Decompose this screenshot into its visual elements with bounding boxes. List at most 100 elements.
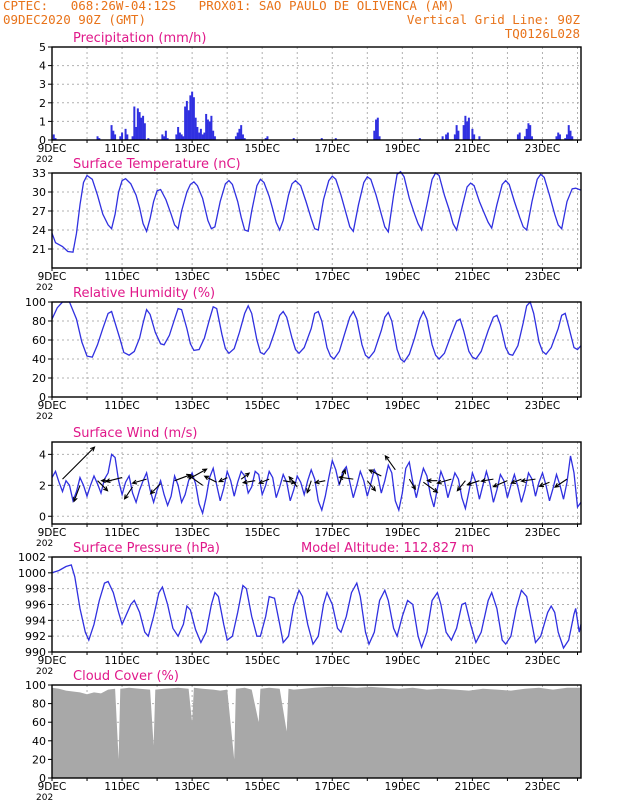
precip-bar	[445, 134, 448, 140]
x-year-label: 202	[36, 667, 53, 677]
precip-bar	[136, 108, 139, 140]
precip-bar	[471, 128, 474, 140]
precip-bar	[135, 126, 138, 140]
x-tick-label: 11DEC	[104, 143, 139, 155]
precip-bar	[571, 136, 574, 140]
precip-bar	[192, 97, 195, 140]
wind-arrow	[426, 478, 438, 484]
precip-bar	[462, 125, 465, 140]
wind-arrow	[338, 475, 354, 481]
y-tick-label: 0	[39, 391, 46, 404]
x-tick-label: 13DEC	[174, 655, 209, 667]
wind-arrow	[131, 478, 147, 485]
precip-bar	[138, 112, 141, 140]
panel-title: Surface Wind (m/s)	[73, 426, 197, 441]
x-year-label: 202	[36, 155, 53, 165]
panel-frame	[51, 441, 582, 525]
wind-arrow	[314, 479, 326, 485]
x-tick-label: 21DEC	[455, 143, 490, 155]
precip-bar	[376, 117, 379, 140]
x-tick-label: 13DEC	[174, 781, 209, 793]
y-tick-label: 992	[25, 630, 46, 643]
precip-bar	[54, 138, 57, 140]
precip-bar	[516, 134, 519, 140]
y-tick-label: 994	[25, 614, 46, 627]
precip-bar	[529, 125, 532, 140]
x-tick-label: 17DEC	[315, 400, 350, 412]
wind-arrow	[203, 475, 217, 483]
precip-bar	[121, 132, 124, 140]
y-tick-label: 1	[39, 115, 46, 128]
x-tick-label: 11DEC	[104, 271, 139, 283]
precip-bar	[378, 136, 381, 140]
x-tick-label: 19DEC	[385, 271, 420, 283]
precip-bar	[569, 130, 572, 140]
wind-arrow	[436, 478, 452, 485]
precip-bar	[177, 126, 180, 140]
wind-arrow	[408, 478, 416, 491]
precip-bar	[467, 117, 470, 140]
precip-bar	[133, 106, 136, 140]
precip-bar	[555, 136, 558, 140]
y-tick-label: 0	[39, 772, 46, 785]
y-tick-label: 3	[39, 78, 46, 91]
wind-arrow	[123, 486, 134, 500]
y-tick-label: 60	[32, 716, 46, 729]
panel-title: Surface Temperature (nC)	[73, 157, 241, 172]
header-model-code: TQ0126L028	[504, 26, 580, 41]
y-tick-label: 100	[25, 296, 46, 309]
series-line	[51, 170, 582, 253]
panel-title: Cloud Cover (%)	[73, 669, 179, 684]
precip-bar	[194, 117, 197, 140]
x-tick-label: 9DEC	[38, 781, 67, 793]
y-tick-label: 1002	[18, 551, 46, 564]
precip-bar	[446, 132, 449, 140]
precip-bar	[206, 119, 209, 140]
precip-bar	[234, 136, 237, 140]
precip-bar	[473, 134, 476, 140]
panel-frame	[51, 301, 582, 398]
wind-arrow	[149, 483, 161, 495]
precip-bar	[166, 138, 169, 140]
precip-bar	[164, 130, 167, 140]
x-tick-label: 13DEC	[174, 271, 209, 283]
wind-arrow	[258, 478, 270, 484]
precip-bar	[567, 125, 570, 140]
x-tick-label: 21DEC	[455, 400, 490, 412]
x-tick-label: 15DEC	[244, 143, 279, 155]
y-tick-label: 33	[32, 167, 46, 180]
x-tick-label: 17DEC	[315, 781, 350, 793]
wind-arrow	[553, 478, 568, 488]
wind-arrow	[73, 485, 81, 503]
x-tick-label: 13DEC	[174, 400, 209, 412]
wind-arrow	[368, 469, 382, 477]
precip-bar	[110, 125, 113, 140]
x-tick-label: 17DEC	[315, 655, 350, 667]
precip-bar	[175, 134, 178, 140]
x-tick-label: 11DEC	[104, 655, 139, 667]
x-tick-label: 19DEC	[385, 527, 420, 539]
precip-bar	[518, 132, 521, 140]
wind-arrow	[97, 480, 109, 492]
precip-bar	[264, 138, 267, 140]
panel-annotation: Model Altitude: 112.827 m	[301, 541, 474, 556]
wind-arrow	[187, 474, 203, 486]
precip-bar	[180, 134, 183, 140]
x-tick-label: 15DEC	[244, 655, 279, 667]
precip-bar	[236, 132, 239, 140]
precip-bar	[457, 130, 460, 140]
precip-bar	[112, 130, 115, 140]
y-tick-label: 5	[39, 41, 46, 54]
header-line1: CPTEC: 068:26W-04:12S PROX01: SAO PAULO …	[3, 0, 455, 13]
precip-bar	[124, 128, 127, 140]
x-tick-label: 21DEC	[455, 781, 490, 793]
wind-arrow	[241, 479, 256, 485]
x-tick-label: 11DEC	[104, 527, 139, 539]
wind-arrow	[423, 481, 439, 493]
x-tick-label: 19DEC	[385, 781, 420, 793]
x-tick-label: 13DEC	[174, 527, 209, 539]
wind-arrow	[384, 454, 396, 471]
x-tick-label: 23DEC	[525, 781, 560, 793]
precip-bar	[142, 115, 145, 140]
precip-bar	[266, 136, 269, 140]
